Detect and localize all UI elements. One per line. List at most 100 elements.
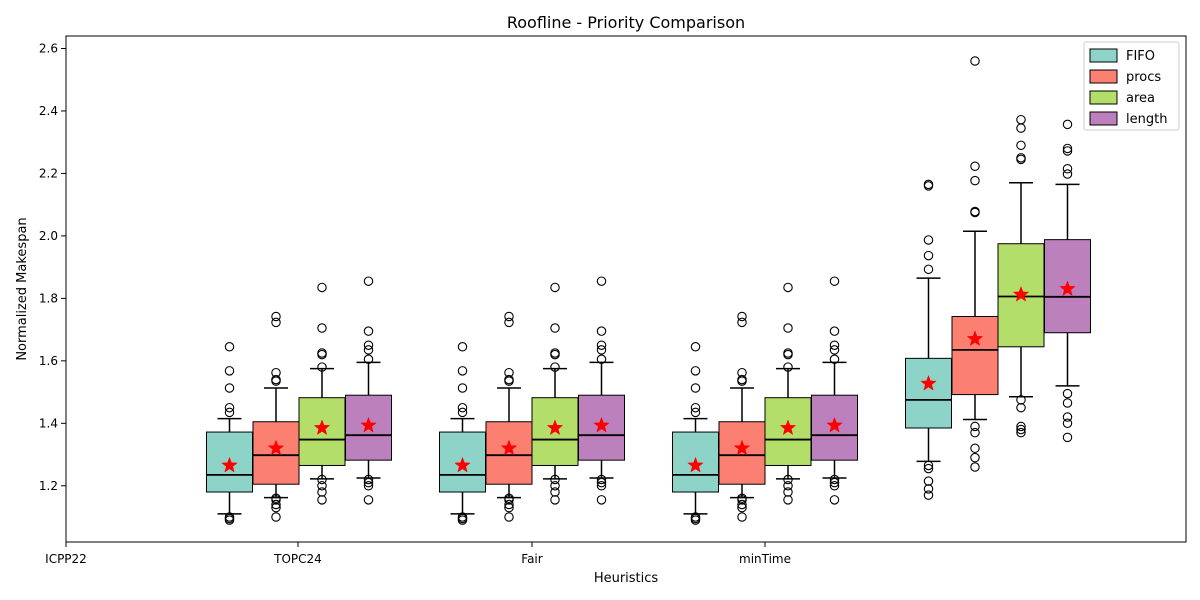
outlier-point [1062, 412, 1073, 422]
outlier-point [783, 362, 793, 372]
outlier-point [1062, 398, 1073, 408]
outlier-point [783, 348, 793, 358]
outlier-point [970, 443, 980, 454]
outlier-point [317, 348, 327, 358]
outlier-point [457, 407, 468, 418]
legend-swatch-FIFO [1089, 48, 1118, 63]
outlier-point [1016, 424, 1026, 435]
box-length [345, 394, 392, 461]
outlier-point [1062, 119, 1073, 130]
box-procs [485, 421, 533, 485]
outlier-point [829, 326, 840, 336]
outlier-point [737, 311, 747, 322]
outlier-point [504, 311, 514, 322]
outlier-point [923, 179, 934, 190]
mean-marker [313, 419, 331, 436]
x-tick-label: minTime [739, 552, 791, 566]
outlier-point [970, 462, 980, 472]
outlier-point [1062, 163, 1073, 174]
outlier-point [829, 477, 840, 488]
outlier-point [271, 502, 281, 513]
outlier-point [271, 499, 281, 510]
outlier-point [457, 366, 468, 376]
outlier-point [923, 460, 934, 471]
outlier-point [550, 481, 560, 491]
outlier-point [596, 477, 607, 488]
outlier-point [690, 407, 701, 418]
outlier-point [970, 161, 980, 171]
mean-marker [593, 416, 610, 433]
outlier-point [363, 477, 374, 488]
outlier-point [596, 345, 607, 355]
outlier-point [829, 481, 840, 491]
outlier-point [829, 474, 840, 485]
outlier-point [271, 311, 281, 322]
outlier-point [1062, 388, 1073, 399]
x-tick-label: TOPC24 [273, 552, 322, 566]
outlier-point [970, 452, 980, 463]
outlier-point [596, 474, 607, 485]
y-tick-label: 2.4 [39, 104, 58, 118]
outlier-point [224, 402, 235, 413]
outlier-point [737, 502, 747, 513]
outlier-point [923, 264, 934, 275]
outlier-point [737, 499, 747, 510]
outlier-point [1016, 395, 1026, 405]
outlier-point [271, 367, 281, 378]
outlier-point [224, 383, 235, 393]
outlier-point [363, 481, 374, 491]
outlier-point [550, 487, 560, 497]
y-tick-label: 1.8 [39, 291, 58, 305]
outlier-point [923, 463, 934, 474]
legend: FIFO procs area length [1083, 41, 1180, 131]
legend-label: procs [1126, 70, 1161, 85]
outlier-point [1062, 432, 1073, 443]
outlier-point [596, 495, 607, 505]
outlier-point [783, 474, 793, 485]
legend-swatch-length [1089, 111, 1118, 126]
outlier-point [737, 512, 747, 522]
outlier-point [504, 493, 514, 504]
outlier-point [1016, 427, 1026, 438]
outlier-point [363, 340, 374, 350]
mean-marker [779, 419, 797, 436]
outlier-point [224, 407, 235, 418]
outlier-point [923, 484, 934, 494]
mean-marker [360, 416, 377, 433]
plot-area: 1.2 1.4 1.6 1.8 2.0 2.2 2.4 2.6 ICPP22 TOPC24 Fair… [39, 41, 1091, 566]
outlier-point [317, 474, 327, 485]
outlier-point [783, 495, 793, 505]
outlier-point [504, 499, 514, 510]
outlier-point [317, 362, 327, 372]
outlier-point [317, 282, 327, 293]
mean-marker [1059, 280, 1076, 297]
outlier-point [970, 175, 980, 186]
outlier-point [1016, 421, 1026, 432]
mean-marker [826, 416, 843, 433]
outlier-point [363, 474, 374, 485]
box-procs [252, 421, 300, 485]
outlier-point [737, 374, 747, 385]
outlier-point [783, 323, 793, 333]
outlier-point [1016, 114, 1026, 125]
mean-marker [966, 330, 984, 347]
outlier-point [457, 342, 468, 352]
outlier-point [783, 487, 793, 497]
y-tick-label: 2.0 [39, 229, 58, 243]
outlier-point [1016, 123, 1026, 133]
outlier-point [829, 345, 840, 355]
box-FIFO [905, 357, 952, 429]
mean-marker [454, 456, 471, 473]
mean-marker [733, 439, 751, 456]
box-procs [951, 315, 999, 396]
outlier-point [923, 250, 934, 261]
outlier-point [224, 342, 235, 352]
outlier-point [923, 476, 934, 486]
outlier-point [457, 383, 468, 393]
outlier-point [737, 493, 747, 504]
outlier-point [690, 512, 701, 522]
mean-marker [500, 439, 518, 456]
legend-label: area [1126, 91, 1155, 106]
outlier-point [271, 317, 281, 328]
